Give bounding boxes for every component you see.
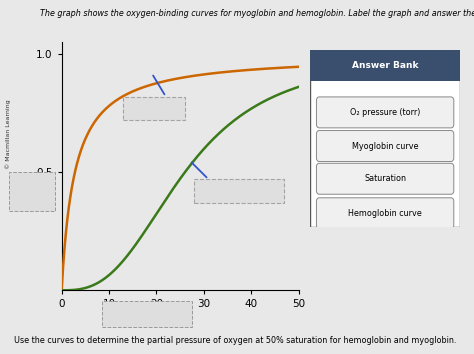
FancyBboxPatch shape bbox=[317, 131, 454, 161]
Text: Myoglobin curve: Myoglobin curve bbox=[352, 142, 419, 150]
Text: Answer Bank: Answer Bank bbox=[352, 61, 419, 70]
Text: O₂ pressure (torr): O₂ pressure (torr) bbox=[350, 108, 420, 117]
Bar bbox=[123, 97, 185, 120]
Text: Saturation: Saturation bbox=[364, 174, 406, 183]
Text: The graph shows the oxygen-binding curves for myoglobin and hemoglobin. Label th: The graph shows the oxygen-binding curve… bbox=[40, 9, 474, 18]
FancyBboxPatch shape bbox=[317, 163, 454, 194]
FancyBboxPatch shape bbox=[317, 97, 454, 128]
FancyBboxPatch shape bbox=[310, 50, 460, 227]
FancyBboxPatch shape bbox=[317, 198, 454, 229]
Bar bbox=[194, 179, 284, 203]
Text: © Macmillan Learning: © Macmillan Learning bbox=[6, 100, 11, 169]
Text: Use the curves to determine the partial pressure of oxygen at 50% saturation for: Use the curves to determine the partial … bbox=[14, 336, 456, 345]
Text: Hemoglobin curve: Hemoglobin curve bbox=[348, 209, 422, 218]
FancyBboxPatch shape bbox=[310, 50, 460, 81]
